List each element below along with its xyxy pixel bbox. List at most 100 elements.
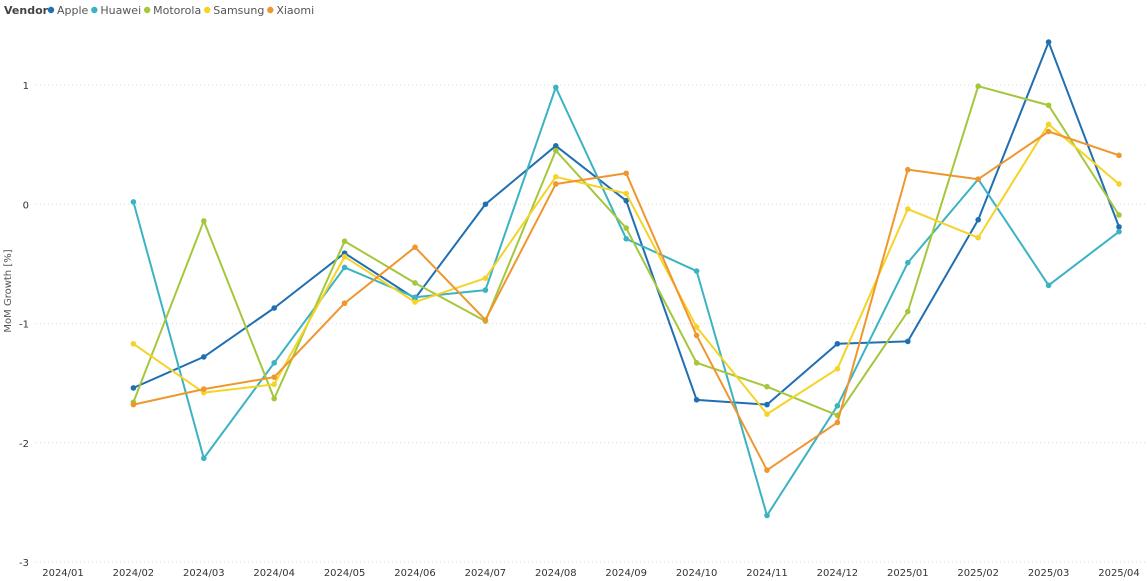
- data-point-apple: [553, 143, 559, 149]
- data-point-apple: [201, 354, 207, 360]
- data-point-xiaomi: [271, 374, 278, 380]
- data-point-motorola: [271, 395, 278, 402]
- data-point-motorola: [412, 280, 418, 286]
- data-point-xiaomi: [412, 244, 418, 250]
- data-point-huawei: [201, 455, 207, 462]
- data-point-apple: [764, 401, 770, 408]
- data-point-xiaomi: [975, 176, 981, 183]
- data-point-samsung: [482, 275, 489, 281]
- data-point-motorola: [905, 308, 911, 315]
- data-point-xiaomi: [1045, 128, 1052, 135]
- data-point-samsung: [553, 174, 559, 180]
- y-tick-label: -1: [19, 320, 29, 331]
- data-point-motorola: [1116, 212, 1122, 218]
- series-huawei: [130, 84, 1122, 519]
- data-point-apple: [834, 340, 841, 347]
- data-point-apple: [482, 201, 489, 208]
- data-point-huawei: [412, 294, 418, 301]
- x-tick-label: 2025/03: [1028, 568, 1070, 579]
- data-point-xiaomi: [201, 386, 207, 392]
- x-tick-label: 2024/06: [394, 568, 436, 579]
- x-tick-label: 2024/09: [605, 568, 647, 579]
- legend-marker-samsung: [204, 6, 211, 14]
- data-point-samsung: [1116, 181, 1122, 187]
- x-tick-label: 2024/11: [746, 568, 788, 579]
- y-axis-label: MoM Growth [%]: [3, 249, 14, 332]
- data-point-motorola: [201, 218, 207, 224]
- data-point-samsung: [1045, 121, 1052, 128]
- legend-label-huawei: Huawei: [100, 4, 141, 17]
- data-point-huawei: [341, 264, 348, 271]
- legend-label-motorola: Motorola: [153, 4, 201, 17]
- data-point-xiaomi: [553, 181, 559, 187]
- data-point-samsung: [130, 340, 137, 347]
- y-tick-label: 0: [23, 200, 29, 211]
- data-point-huawei: [764, 512, 770, 519]
- legend-marker-apple: [47, 6, 55, 14]
- data-point-huawei: [693, 268, 700, 274]
- data-point-xiaomi: [905, 166, 911, 173]
- series-xiaomi: [130, 128, 1122, 473]
- data-point-huawei: [623, 236, 629, 242]
- data-point-apple: [693, 397, 700, 403]
- data-point-samsung: [834, 366, 841, 372]
- data-point-apple: [1045, 39, 1052, 45]
- data-point-motorola: [693, 360, 700, 366]
- gridlines: [36, 84, 1145, 563]
- data-point-xiaomi: [834, 419, 841, 426]
- data-point-samsung: [905, 206, 911, 212]
- legend-items: Apple Huawei Motorola Samsung Xiaomi: [47, 4, 314, 17]
- series-apple: [130, 39, 1122, 408]
- x-tick-label: 2024/03: [183, 568, 225, 579]
- legend-title: Vendor: [4, 4, 49, 17]
- x-tick-label: 2024/12: [817, 568, 859, 579]
- legend-label-xiaomi: Xiaomi: [276, 4, 314, 17]
- data-point-apple: [130, 385, 137, 391]
- data-point-huawei: [1045, 282, 1052, 289]
- data-point-xiaomi: [693, 332, 700, 339]
- legend-label-samsung: Samsung: [213, 4, 264, 17]
- y-tick-label: -2: [19, 439, 29, 450]
- series-samsung: [130, 121, 1122, 417]
- data-point-samsung: [412, 299, 418, 305]
- data-point-xiaomi: [1116, 152, 1122, 159]
- x-tick-label: 2024/05: [324, 568, 366, 579]
- legend-marker-motorola: [143, 6, 151, 14]
- x-tick-label: 2024/10: [676, 568, 718, 579]
- data-point-huawei: [834, 402, 841, 409]
- data-point-samsung: [341, 253, 348, 260]
- data-point-samsung: [975, 234, 981, 241]
- y-tick-label: 1: [23, 81, 29, 92]
- data-point-motorola: [341, 238, 348, 245]
- data-point-xiaomi: [482, 317, 489, 323]
- data-point-motorola: [623, 225, 629, 231]
- x-tick-label: 2025/02: [957, 568, 999, 579]
- legend-label-apple: Apple: [57, 4, 89, 17]
- data-point-samsung: [764, 411, 770, 417]
- data-point-xiaomi: [130, 401, 137, 408]
- data-point-huawei: [271, 360, 278, 366]
- data-point-apple: [905, 338, 911, 345]
- x-tick-label: 2024/01: [42, 568, 84, 579]
- data-point-apple: [623, 197, 629, 204]
- data-point-samsung: [623, 190, 629, 197]
- y-tick-label: -3: [19, 558, 29, 569]
- data-point-huawei: [482, 287, 489, 293]
- legend-marker-xiaomi: [267, 6, 274, 14]
- data-point-xiaomi: [623, 170, 629, 177]
- x-tick-label: 2024/04: [253, 568, 295, 579]
- data-point-huawei: [905, 259, 911, 266]
- series-line-apple: [132, 41, 1120, 406]
- data-point-huawei: [553, 84, 559, 91]
- x-tick-label: 2025/04: [1098, 568, 1140, 579]
- data-point-xiaomi: [764, 467, 770, 473]
- series-motorola: [130, 83, 1122, 419]
- data-point-samsung: [271, 381, 278, 388]
- x-tick-label: 2024/08: [535, 568, 577, 579]
- x-axis-ticks: 2024/01 2024/02 2024/03 2024/04 2024/05 2024/…: [42, 568, 1140, 579]
- series-line-xiaomi: [133, 130, 1120, 472]
- data-point-apple: [271, 305, 278, 311]
- data-point-motorola: [975, 83, 981, 89]
- x-tick-label: 2024/07: [465, 568, 507, 579]
